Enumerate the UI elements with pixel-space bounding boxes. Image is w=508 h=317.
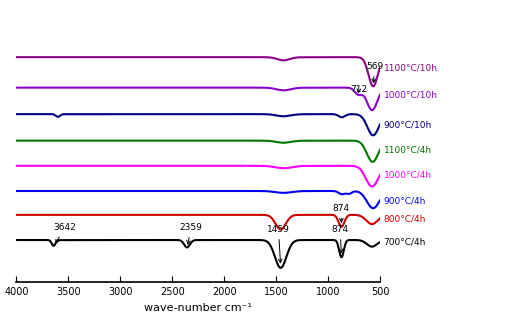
Text: 569: 569 <box>366 62 383 82</box>
Text: 700°C/4h: 700°C/4h <box>384 238 426 247</box>
Text: 1000°C/10h: 1000°C/10h <box>384 90 437 100</box>
Text: 874: 874 <box>332 225 348 253</box>
Text: 712: 712 <box>350 85 367 94</box>
Text: 1100°C/10h: 1100°C/10h <box>384 63 437 72</box>
Text: 900°C/4h: 900°C/4h <box>384 196 426 205</box>
X-axis label: wave-number cm⁻¹: wave-number cm⁻¹ <box>144 303 252 313</box>
Text: 900°C/10h: 900°C/10h <box>384 120 432 129</box>
Text: 800°C/4h: 800°C/4h <box>384 214 426 223</box>
Text: 1459: 1459 <box>267 225 290 263</box>
Text: 1100°C/4h: 1100°C/4h <box>384 146 432 155</box>
Text: 2359: 2359 <box>180 223 203 244</box>
Text: 1000°C/4h: 1000°C/4h <box>384 171 432 180</box>
Text: 3642: 3642 <box>54 223 76 243</box>
Text: 874: 874 <box>333 204 350 222</box>
